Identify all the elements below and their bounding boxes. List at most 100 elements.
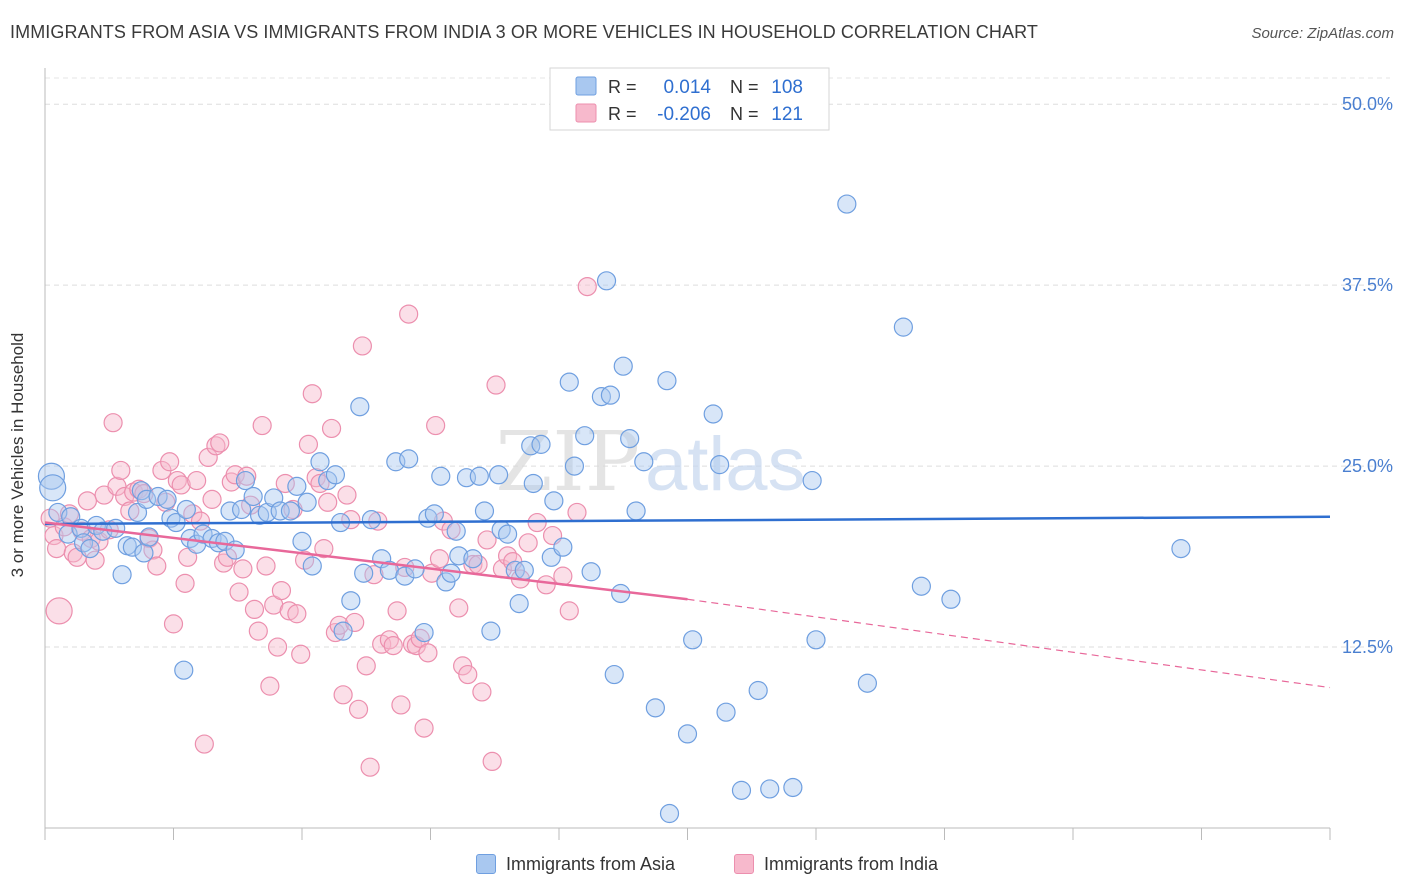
stats-legend-asia-swatch (575, 76, 597, 96)
india-point-59 (279, 601, 299, 621)
asia-point-104 (783, 777, 803, 798)
asia-point-84 (553, 537, 573, 557)
india-point-105 (472, 682, 492, 702)
india-point-32 (175, 573, 195, 593)
asia-point-94 (613, 356, 633, 376)
india-point-86 (387, 601, 407, 621)
stats-asia-r-value: 0.014 (663, 77, 711, 98)
india-point-115 (536, 575, 556, 595)
bottom-legend: Immigrants from Asia Immigrants from Ind… (0, 852, 1406, 878)
asia-point-27 (193, 524, 213, 544)
asia-point-70 (469, 466, 489, 486)
asia-point-18 (139, 527, 159, 547)
india-point-46 (229, 582, 249, 602)
asia-point-72 (481, 621, 501, 641)
asia-point-71 (474, 501, 495, 521)
asia-point-96 (626, 501, 646, 521)
india-point-56 (267, 637, 288, 657)
stats-asia-n-value: 108 (771, 77, 803, 98)
asia-point-16 (134, 543, 154, 563)
legend-india-swatch (734, 854, 754, 874)
asia-point-45 (310, 452, 330, 472)
india-point-114 (527, 512, 547, 533)
asia-point-112 (703, 404, 723, 424)
asia-point-117 (857, 673, 878, 693)
india-point-11 (85, 550, 105, 570)
asia-point-52 (354, 563, 374, 583)
stats-legend: R = 0.014 N = 108 R = -0.206 N = 121 (549, 67, 830, 131)
india-point-53 (256, 556, 276, 576)
grid-lines (45, 77, 1390, 648)
legend-item-asia: Immigrants from Asia (476, 852, 675, 876)
asia-point-86 (564, 456, 585, 476)
asia-point-98 (657, 371, 677, 391)
india-point-35 (187, 470, 207, 491)
stats-asia-n-label: N = (730, 77, 759, 97)
asia-point-63 (431, 466, 451, 486)
asia-point-33 (232, 499, 252, 520)
asia-point-79 (521, 436, 541, 456)
asia-point-65 (441, 563, 461, 583)
watermark-atlas: atlas (645, 422, 806, 507)
india-point-78 (352, 336, 372, 356)
asia-point-51 (350, 397, 370, 417)
asia-point-80 (523, 473, 543, 494)
asia-point-113 (645, 698, 665, 718)
india-point-87 (391, 695, 411, 715)
india-point-85 (383, 635, 403, 656)
india-point-19 (120, 501, 140, 521)
asia-point-2 (48, 502, 68, 523)
asia-point-107 (837, 194, 857, 214)
asia-point-78 (514, 560, 534, 580)
india-point-41 (210, 433, 230, 453)
india-point-96 (426, 415, 446, 436)
y-axis-title: 3 or more Vehicles in Household (8, 332, 27, 578)
asia-point-44 (302, 556, 322, 576)
india-point-61 (287, 604, 307, 624)
india-point-29 (163, 614, 184, 634)
india-point-63 (294, 550, 315, 570)
india-point-37 (194, 734, 214, 754)
india-point-79 (356, 656, 376, 676)
india-point-9 (77, 491, 98, 511)
india-point-118 (559, 601, 579, 621)
india-point-102 (458, 664, 478, 685)
legend-asia-swatch (476, 854, 496, 874)
y-tick-label-1: 25.0% (1342, 456, 1393, 476)
india-point-33 (178, 547, 198, 567)
india-point-3 (45, 597, 73, 625)
asia-point-23 (174, 660, 194, 680)
asia-point-83 (544, 491, 564, 511)
india-point-69 (318, 492, 338, 512)
asia-point-14 (127, 502, 148, 523)
india-point-106 (477, 530, 497, 550)
y-tick-label-0: 12.5% (1342, 637, 1393, 657)
india-point-120 (577, 276, 597, 297)
asia-point-58 (399, 449, 419, 469)
asia-point-60 (414, 622, 434, 643)
source-credit: Source: ZipAtlas.com (1251, 25, 1394, 42)
asia-point-75 (498, 524, 518, 544)
asia-point-109 (911, 576, 931, 596)
india-point-28 (160, 452, 180, 472)
india-point-62 (291, 644, 311, 664)
asia-point-111 (1171, 539, 1191, 559)
asia-point-105 (659, 803, 680, 824)
asia-point-20 (157, 489, 177, 509)
india-point-17 (111, 460, 131, 481)
india-point-39 (202, 489, 222, 509)
asia-point-95 (620, 428, 640, 449)
india-point-52 (252, 415, 272, 436)
scatter-chart: ZIP atlas 12.5%25.0%37.5%50.0%0.0%100.0%… (37, 67, 1393, 840)
india-point-31 (171, 475, 191, 495)
asia-point-36 (249, 505, 270, 525)
india-point-25 (147, 556, 167, 576)
india-point-2 (46, 539, 67, 559)
india-point-89 (399, 304, 419, 324)
asia-point-108 (893, 317, 913, 337)
india-point-38 (198, 447, 218, 468)
india-point-16 (107, 476, 127, 496)
asia-point-116 (806, 630, 826, 650)
asia-point-35 (243, 486, 263, 507)
asia-point-85 (559, 372, 579, 392)
